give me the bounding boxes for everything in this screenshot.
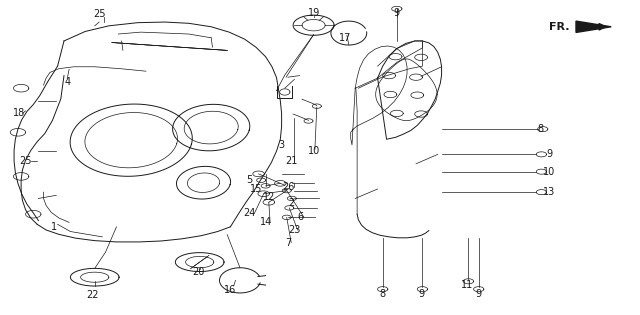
Text: 13: 13 (543, 187, 556, 197)
Text: 9: 9 (476, 289, 482, 299)
Text: 19: 19 (307, 8, 320, 18)
Text: 4: 4 (64, 77, 70, 87)
Text: 6: 6 (298, 212, 304, 222)
Polygon shape (576, 21, 611, 32)
Text: 23: 23 (288, 225, 301, 235)
Text: 10: 10 (307, 146, 320, 156)
Text: 24: 24 (243, 208, 256, 218)
Text: 21: 21 (285, 156, 298, 166)
Text: 8: 8 (380, 289, 386, 299)
Text: 26: 26 (282, 182, 294, 192)
Text: 9: 9 (418, 289, 424, 299)
Text: 5: 5 (246, 175, 253, 185)
Text: 1: 1 (51, 222, 58, 232)
Text: FR.: FR. (549, 22, 570, 32)
Text: 9: 9 (394, 8, 400, 18)
Text: 20: 20 (192, 267, 205, 278)
Text: 14: 14 (259, 217, 272, 227)
Text: 17: 17 (339, 33, 352, 43)
Text: 2: 2 (288, 198, 294, 208)
Text: 25: 25 (93, 9, 106, 19)
Text: 22: 22 (86, 289, 99, 300)
Text: 10: 10 (543, 167, 556, 177)
Text: 18: 18 (13, 108, 26, 118)
Text: 15: 15 (250, 184, 262, 194)
Text: 9: 9 (546, 149, 552, 159)
Text: 25: 25 (19, 156, 32, 166)
Text: 11: 11 (461, 280, 474, 290)
Text: 16: 16 (224, 285, 237, 295)
Text: 7: 7 (285, 238, 291, 248)
Text: 8: 8 (538, 124, 544, 134)
Text: 12: 12 (262, 192, 275, 202)
Text: 3: 3 (278, 140, 285, 150)
